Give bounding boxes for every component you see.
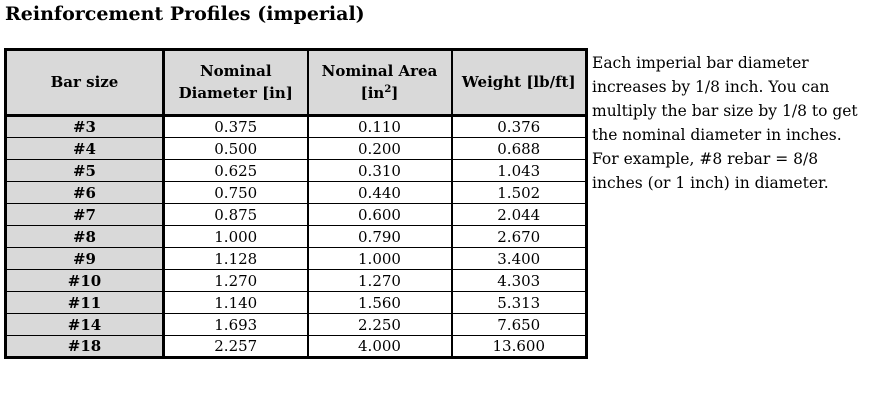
area-cell: 0.600 [306, 203, 453, 226]
area-cell: 1.560 [306, 291, 453, 314]
diameter-cell: 0.750 [162, 181, 309, 204]
bar-size-cell: #3 [4, 115, 165, 138]
area-cell: 1.270 [306, 269, 453, 292]
weight-cell: 1.502 [450, 181, 588, 204]
col-header-weight-label: Weight [lb/ft] [461, 72, 576, 91]
table-row: #14 1.693 2.250 7.650 [4, 313, 588, 336]
diameter-cell: 1.693 [162, 313, 309, 336]
table-row: #3 0.375 0.110 0.376 [4, 115, 588, 138]
area-cell: 2.250 [306, 313, 453, 336]
bar-size-cell: #5 [4, 159, 165, 182]
weight-cell: 2.044 [450, 203, 588, 226]
diameter-cell: 1.140 [162, 291, 309, 314]
diameter-cell: 0.375 [162, 115, 309, 138]
diameter-cell: 1.270 [162, 269, 309, 292]
table-body: #3 0.375 0.110 0.376 #4 0.500 0.200 0.688 #5 0.62… [4, 115, 588, 358]
col-header-area-unit-pre: [in [360, 83, 385, 102]
bar-size-cell: #6 [4, 181, 165, 204]
weight-cell: 7.650 [450, 313, 588, 336]
weight-cell: 5.313 [450, 291, 588, 314]
weight-cell: 0.376 [450, 115, 588, 138]
page-title: Reinforcement Profiles (imperial) [5, 3, 365, 25]
col-header-nominal-area: Nominal Area [in2] [306, 49, 453, 117]
bar-size-cell: #9 [4, 247, 165, 270]
diameter-cell: 1.128 [162, 247, 309, 270]
diameter-cell: 2.257 [162, 335, 309, 358]
table-row: #8 1.000 0.790 2.670 [4, 225, 588, 248]
col-header-area-unit-sup: 2 [384, 83, 392, 95]
area-cell: 0.110 [306, 115, 453, 138]
bar-size-cell: #7 [4, 203, 165, 226]
col-header-area-line1: Nominal Area [321, 61, 438, 80]
area-cell: 4.000 [306, 335, 453, 358]
table-row: #5 0.625 0.310 1.043 [4, 159, 588, 182]
bar-size-cell: #11 [4, 291, 165, 314]
table-row: #10 1.270 1.270 4.303 [4, 269, 588, 292]
bar-size-cell: #18 [4, 335, 165, 358]
col-header-diameter-line1: Nominal [199, 61, 272, 80]
bar-size-cell: #4 [4, 137, 165, 160]
diameter-cell: 0.625 [162, 159, 309, 182]
weight-cell: 4.303 [450, 269, 588, 292]
table-row: #11 1.140 1.560 5.313 [4, 291, 588, 314]
diameter-cell: 1.000 [162, 225, 309, 248]
table-row: #4 0.500 0.200 0.688 [4, 137, 588, 160]
weight-cell: 1.043 [450, 159, 588, 182]
diameter-cell: 0.500 [162, 137, 309, 160]
col-header-bar-size-label: Bar size [50, 72, 119, 91]
col-header-diameter-line2: Diameter [in] [178, 83, 293, 102]
bar-size-cell: #8 [4, 225, 165, 248]
col-header-nominal-diameter: Nominal Diameter [in] [162, 49, 309, 117]
weight-cell: 13.600 [450, 335, 588, 358]
area-cell: 0.790 [306, 225, 453, 248]
weight-cell: 3.400 [450, 247, 588, 270]
table-row: #7 0.875 0.600 2.044 [4, 203, 588, 226]
area-cell: 0.440 [306, 181, 453, 204]
col-header-bar-size: Bar size [4, 49, 165, 117]
rebar-table: Bar size Nominal Diameter [in] Nominal A… [4, 48, 588, 359]
area-cell: 0.310 [306, 159, 453, 182]
area-cell: 1.000 [306, 247, 453, 270]
weight-cell: 0.688 [450, 137, 588, 160]
col-header-area-unit-post: ] [391, 83, 399, 102]
table-row: #18 2.257 4.000 13.600 [4, 335, 588, 358]
table-row: #9 1.128 1.000 3.400 [4, 247, 588, 270]
diameter-cell: 0.875 [162, 203, 309, 226]
area-cell: 0.200 [306, 137, 453, 160]
bar-size-cell: #10 [4, 269, 165, 292]
header-row: Bar size Nominal Diameter [in] Nominal A… [4, 49, 588, 117]
table-row: #6 0.750 0.440 1.502 [4, 181, 588, 204]
note-text: Each imperial bar diameter increases by … [592, 54, 858, 192]
bar-size-cell: #14 [4, 313, 165, 336]
weight-cell: 2.670 [450, 225, 588, 248]
col-header-weight: Weight [lb/ft] [450, 49, 588, 117]
